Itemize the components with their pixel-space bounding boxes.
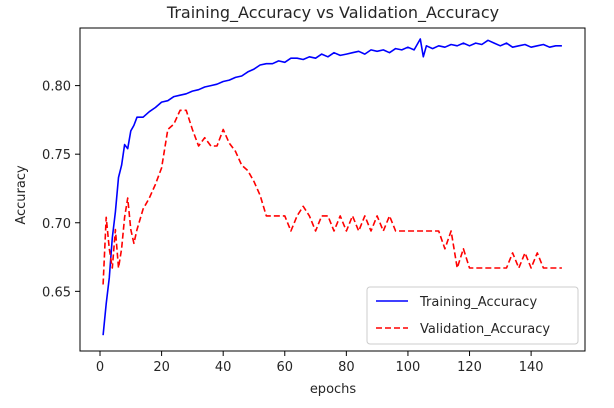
legend: Training_Accuracy Validation_Accuracy: [366, 286, 579, 345]
legend-label: Validation_Accuracy: [420, 322, 550, 337]
x-tick-label: 100: [396, 360, 421, 375]
x-tick-label: 20: [153, 360, 170, 375]
chart-title: Training_Accuracy vs Validation_Accuracy: [166, 3, 499, 23]
y-axis-label: Accuracy: [14, 165, 29, 225]
x-tick-label: 120: [457, 360, 482, 375]
y-tick-label: 0.75: [42, 148, 71, 163]
series-line-validation-accuracy: [102, 109, 562, 285]
legend-label: Training_Accuracy: [419, 295, 537, 310]
x-tick-label: 60: [276, 360, 293, 375]
tick-layer: 0 20 40 60 80 100 120 140 0.65 0.70 0.75 0.80: [42, 80, 543, 375]
series-line-training-accuracy: [102, 38, 562, 336]
y-tick-label: 0.65: [42, 285, 71, 300]
plot-frame: [79, 27, 586, 352]
x-tick-label: 140: [519, 360, 544, 375]
y-tick-label: 0.70: [42, 217, 71, 232]
series-layer: [102, 38, 562, 336]
x-tick-label: 80: [338, 360, 355, 375]
legend-box: [366, 286, 579, 345]
x-axis-label: epochs: [310, 382, 357, 397]
y-tick-label: 0.80: [42, 80, 71, 95]
x-tick-label: 40: [215, 360, 232, 375]
x-tick-label: 0: [96, 360, 104, 375]
